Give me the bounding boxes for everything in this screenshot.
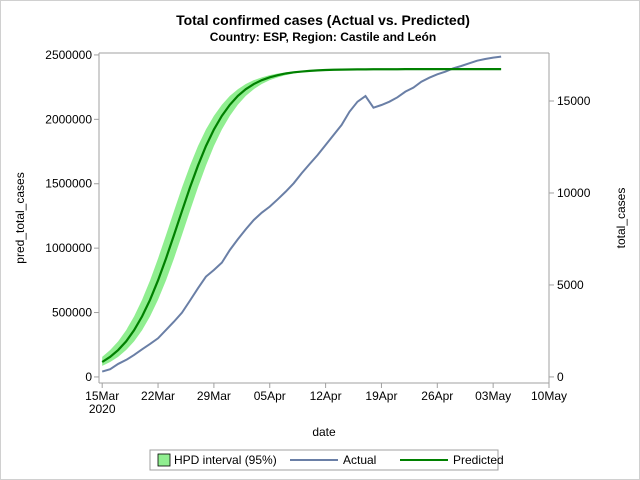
legend-label-actual: Actual [343, 453, 376, 467]
y-tick-label: 2500000 [45, 48, 92, 62]
y-tick-label: 0 [85, 370, 92, 384]
x-tick-label: 26Apr [421, 389, 453, 403]
x-tick-label: 05Apr [254, 389, 286, 403]
y-tick-label: 1500000 [45, 177, 92, 191]
y-tick-label: 2000000 [45, 112, 92, 126]
y-tick-label: 500000 [52, 306, 92, 320]
legend-swatch-band [157, 453, 171, 467]
y2-tick-label: 0 [557, 370, 564, 384]
legend: HPD interval (95%) Actual Predicted [149, 449, 504, 471]
x-axis-label: date [312, 425, 336, 439]
y2-tick-label: 5000 [557, 278, 584, 292]
chart-subtitle: Country: ESP, Region: Castile and León [210, 30, 436, 44]
y2-tick-label: 10000 [557, 186, 591, 200]
legend-label-predicted: Predicted [453, 453, 504, 467]
y2-axis-label: total_cases [614, 188, 628, 249]
actual-line [101, 55, 502, 373]
legend-label-band: HPD interval (95%) [174, 453, 277, 467]
y-tick-label: 1000000 [45, 241, 92, 255]
x-tick-label: 15Mar [85, 389, 119, 403]
x-tick-label: 03May [475, 389, 511, 403]
x-tick-label: 12Apr [310, 389, 342, 403]
x-tick-label: 22Mar [141, 389, 175, 403]
y-axis-label: pred_total_cases [13, 172, 27, 263]
x-tick-label: 10May [531, 389, 567, 403]
chart-title: Total confirmed cases (Actual vs. Predic… [176, 12, 470, 28]
y2-tick-label: 15000 [557, 94, 591, 108]
plot-area: 0 500000 1000000 1500000 2000000 2500000 0 5000… [45, 48, 590, 416]
predicted-line [101, 68, 502, 363]
x-year-label: 2020 [89, 402, 116, 416]
x-tick-label: 19Apr [365, 389, 397, 403]
hpd-interval-band [102, 69, 502, 366]
x-tick-label: 29Mar [197, 389, 231, 403]
